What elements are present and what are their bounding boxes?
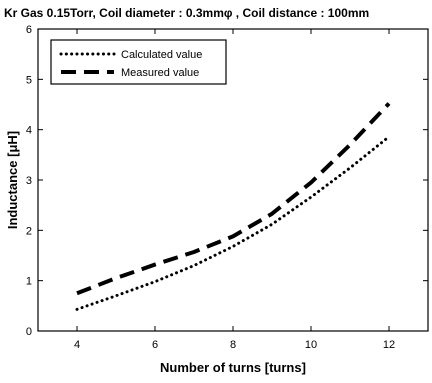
y-tick-label: 6 [26,24,32,36]
y-axis-label: Inductance [μH] [5,131,20,229]
x-tick-label: 4 [74,339,80,351]
measured-value-line [76,102,391,296]
x-axis-label: Number of turns [turns] [160,360,306,375]
y-tick-label: 4 [26,125,32,137]
legend: Calculated value Measured value [50,39,227,85]
x-tick-label: 12 [383,339,395,351]
x-tick-label: 6 [152,339,158,351]
legend-measured-label: Measured value [121,67,199,79]
calculated-value-line [75,135,391,311]
x-tick-label: 8 [230,339,236,351]
chart-title: Kr Gas 0.15Torr, Coil diameter : 0.3mmφ … [4,6,369,20]
y-tick-label: 5 [26,74,32,86]
y-tick-label: 2 [26,225,32,237]
legend-box [50,39,227,85]
x-axis-ticks: 4 6 8 10 12 [74,29,395,351]
y-tick-label: 1 [26,276,32,288]
y-tick-label: 3 [26,175,32,187]
y-axis-ticks: 0 1 2 3 4 5 6 [26,24,428,338]
y-tick-label: 0 [26,326,32,338]
series-layer [75,102,391,311]
x-tick-label: 10 [305,339,317,351]
legend-calculated-label: Calculated value [121,49,202,61]
